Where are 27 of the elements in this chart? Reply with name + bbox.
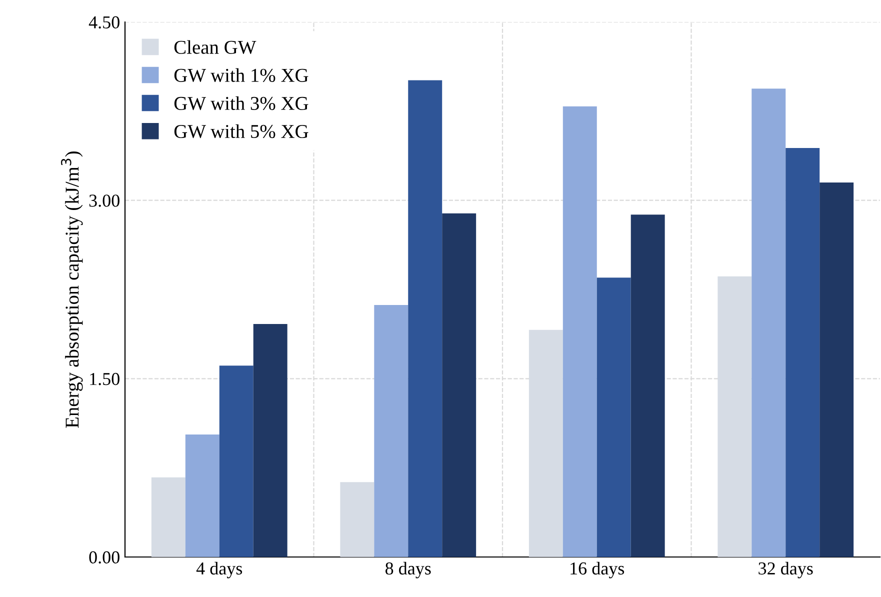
y-tick-label: 4.50 (88, 16, 120, 29)
bar (219, 366, 254, 557)
bar (752, 88, 786, 557)
bar (820, 182, 854, 557)
bar (340, 482, 374, 557)
bar (253, 324, 288, 557)
bar (786, 148, 820, 557)
y-tick-label: 3.00 (89, 194, 120, 207)
y-tick-label: 1.50 (90, 372, 120, 386)
legend-label: GW with 3% XG (174, 96, 308, 110)
x-tick-label: 8 days (385, 562, 431, 578)
x-tick-label: 16 days (570, 562, 624, 578)
bar (562, 106, 597, 557)
x-tick-label: 32 days (758, 562, 813, 578)
legend-label: Clean GW (174, 40, 256, 54)
y-axis-title: Energy absorption capacity (kJ/m$^{3}$) (61, 152, 83, 428)
bar (630, 214, 665, 557)
bar (408, 80, 442, 557)
y-tick-label: 0.00 (89, 551, 120, 564)
bar (374, 304, 408, 557)
bar (185, 434, 220, 557)
bar (151, 477, 186, 557)
legend-label: GW with 1% XG (174, 68, 308, 82)
bar (596, 278, 631, 557)
legend-label: GW with 5% XG (174, 124, 308, 138)
bar (442, 213, 476, 557)
x-tick-label: 4 days (196, 562, 242, 578)
